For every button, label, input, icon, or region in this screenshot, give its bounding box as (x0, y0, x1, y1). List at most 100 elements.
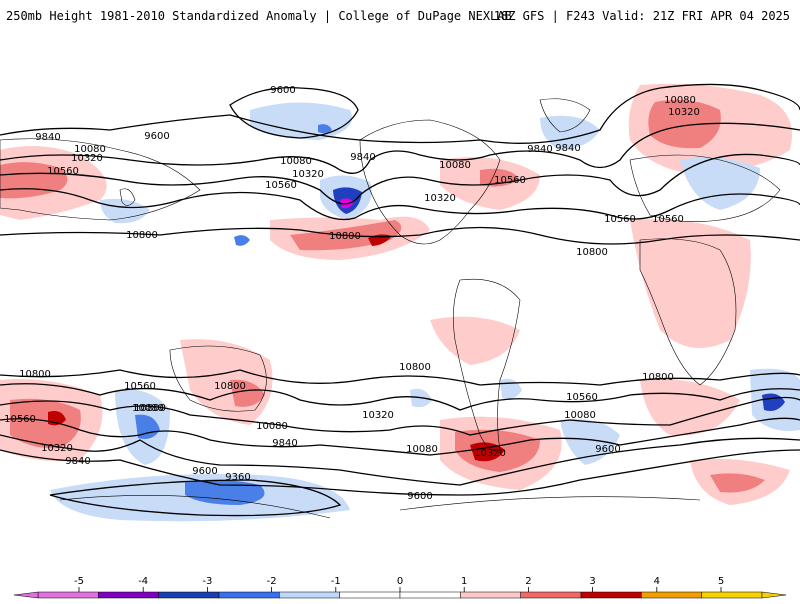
colorbar-tick-label: -4 (138, 576, 148, 587)
contour-label: 10800 (642, 372, 674, 383)
anomaly-shading (0, 83, 800, 522)
contour-line (0, 369, 800, 386)
contour-label: 10080 (256, 421, 288, 432)
anomaly-positive-area (710, 473, 765, 493)
colorbar-tick-label: 1 (461, 576, 467, 587)
colorbar-swatch (37, 591, 99, 599)
contour-label: 10080 (439, 160, 471, 171)
colorbar-swatch (701, 591, 763, 599)
anomaly-negative-area (250, 102, 352, 140)
contour-line (0, 396, 800, 436)
contour-label: 10080 (406, 444, 438, 455)
coastline-antarctica (59, 495, 701, 519)
contour-label: 10560 (652, 214, 684, 225)
contour-label: 10320 (668, 107, 700, 118)
coastline-africa (639, 238, 737, 386)
contour-label: 10800 (329, 231, 361, 242)
contour-label: 9360 (225, 472, 250, 483)
contour-label: 10800 (134, 403, 166, 414)
contour-label: 9840 (527, 144, 552, 155)
anomaly-negative-area (680, 157, 760, 210)
title-bar: 250mb Height 1981-2010 Standardized Anom… (0, 0, 800, 40)
anomaly-positive-area (648, 99, 721, 149)
colorbar-swatch (460, 591, 521, 599)
contour-label: 10560 (604, 214, 636, 225)
contour-label: 10800 (214, 381, 246, 392)
contour-label: 10320 (292, 169, 324, 180)
colorbar-tick-label: 3 (589, 576, 595, 587)
contour-line (229, 86, 359, 139)
colorbar-right-arrow (761, 591, 787, 599)
contour-label: 10560 (4, 414, 36, 425)
colorbar-tick-label: 2 (525, 576, 531, 587)
contour-label: 9840 (350, 152, 375, 163)
contour-label: 10080 (280, 156, 312, 167)
colorbar-legend: -5 -4 -3 -2 -1 0 1 2 3 4 5 (0, 570, 800, 600)
contour-label: 10320 (424, 193, 456, 204)
coastline-europe (629, 154, 781, 222)
contour-labels: 9600960098409840100801032010560100801032… (4, 85, 700, 502)
anomaly-negative-area (100, 198, 150, 224)
contour-label: 9840 (555, 143, 580, 154)
contour-label: 10080 (564, 410, 596, 421)
contour-label: 10560 (47, 166, 79, 177)
anomaly-positive-area (230, 379, 265, 407)
contour-line (0, 417, 800, 456)
contour-label: 9600 (407, 491, 432, 502)
contour-line (0, 383, 800, 411)
colorbar-tick-label: -5 (74, 576, 84, 587)
coastline-greenland (539, 98, 591, 133)
anomaly-positive-area (630, 219, 751, 348)
contour-label: 10800 (399, 362, 431, 373)
colorbar-swatch (580, 591, 642, 599)
map-title: 250mb Height 1981-2010 Standardized Anom… (6, 9, 512, 23)
coastline-asia (0, 138, 201, 221)
contour-line (49, 479, 342, 517)
colorbar-swatch (98, 591, 159, 599)
height-contours (0, 83, 800, 517)
contour-label: 10080 (664, 95, 696, 106)
contour-label: 10800 (576, 247, 608, 258)
colorbar-swatch (520, 591, 582, 599)
coastline-australia (169, 345, 267, 412)
contour-label: 10320 (71, 153, 103, 164)
colorbar-swatch (218, 591, 280, 599)
anomaly-positive-area (470, 442, 505, 462)
anomaly-negative-area (185, 479, 265, 505)
contour-label: 10560 (265, 180, 297, 191)
contour-label: 10320 (474, 448, 506, 459)
contour-label: 10800 (126, 230, 158, 241)
anomaly-positive-area (10, 398, 81, 449)
colorbar-swatch (641, 591, 702, 599)
contour-line (0, 449, 800, 496)
colorbar-tick-label: -3 (202, 576, 212, 587)
colorbar-swatch (158, 591, 220, 599)
contour-line (0, 188, 800, 221)
contour-label: 9600 (144, 131, 169, 142)
colorbar-canvas: -5 -4 -3 -2 -1 0 1 2 3 4 5 (13, 576, 787, 599)
contour-line (0, 83, 800, 144)
colorbar-tick-label: 4 (654, 576, 660, 587)
anomaly-negative-area (500, 378, 522, 399)
contour-line (0, 434, 800, 486)
colorbar-swatch (399, 591, 461, 599)
contour-line (0, 153, 800, 205)
colorbar-swatch (279, 591, 340, 599)
contour-label: 9600 (270, 85, 295, 96)
weather-map: 9600 9600 9840 9840 10080 10320 10560 10080 1032… (0, 40, 800, 532)
map-canvas: 9600960098409840100801032010560100801032… (0, 83, 800, 522)
contour-label: 10320 (362, 410, 394, 421)
contour-label: 10560 (124, 381, 156, 392)
anomaly-positive-area (368, 234, 392, 246)
contour-label: 10080 (74, 144, 106, 155)
anomaly-negative-area (234, 235, 250, 246)
contour-label: 10080 (132, 403, 164, 414)
anomaly-negative-area (560, 419, 620, 465)
contour-label: 10560 (494, 175, 526, 186)
contour-label: 9840 (272, 438, 297, 449)
anomaly-negative-area (318, 124, 332, 134)
contour-line (0, 122, 800, 174)
contour-label: 10560 (566, 392, 598, 403)
colorbar-tick-label: -1 (331, 576, 341, 587)
contour-label: 9600 (595, 444, 620, 455)
